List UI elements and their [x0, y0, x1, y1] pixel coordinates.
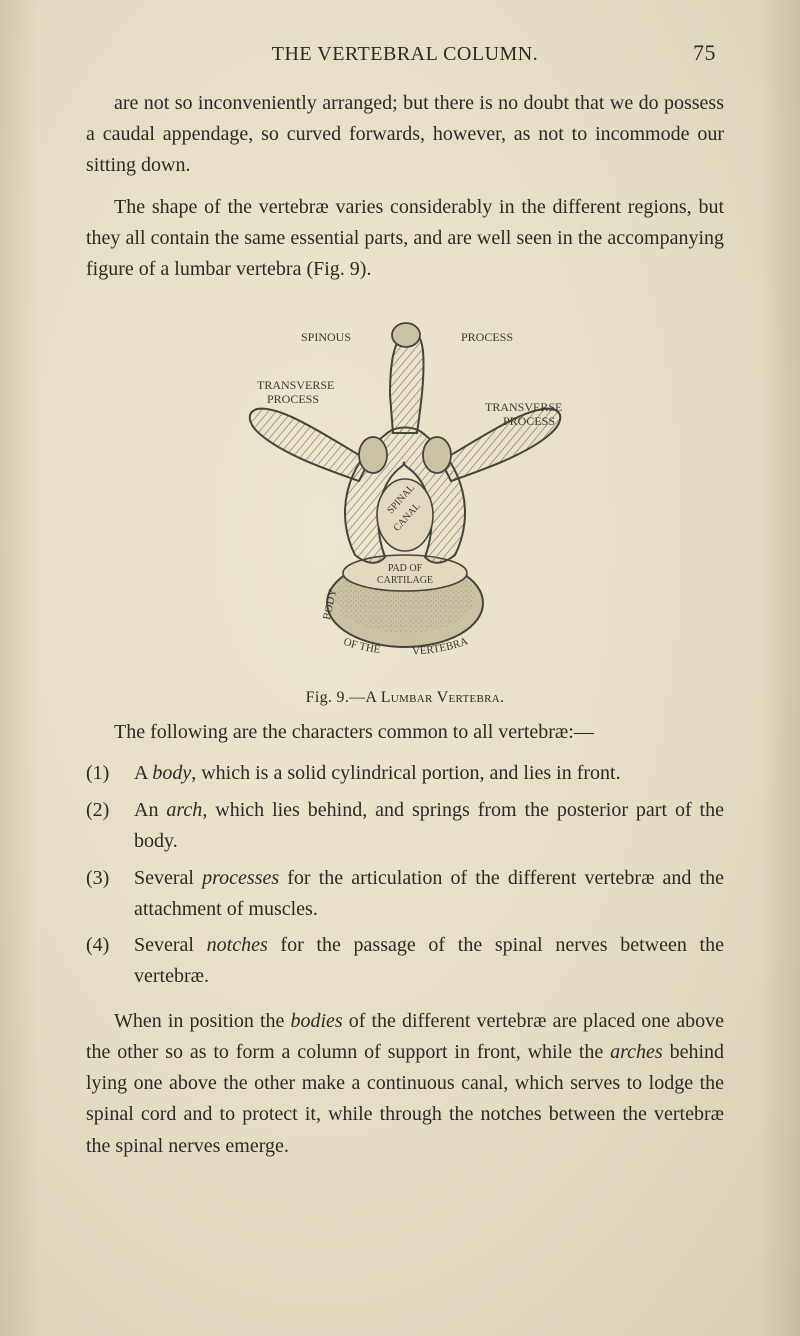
para-3: The following are the characters common … — [86, 717, 724, 748]
para-4: When in position the bodies of the diffe… — [86, 1006, 724, 1162]
figure-caption: Fig. 9.—A Lumbar Vertebra. — [86, 689, 724, 707]
list-text: A body, which is a solid cylindrical por… — [134, 758, 724, 789]
fig-caption-main: Lumbar Vertebra. — [381, 689, 505, 706]
running-head: THE VERTEBRAL COLUMN. 75 — [86, 40, 724, 66]
list-item: (4)Several notches for the passage of th… — [86, 930, 724, 992]
list-text: Several processes for the articulation o… — [134, 863, 724, 925]
transverse-process-left — [250, 409, 369, 481]
character-list: (1)A body, which is a solid cylindrical … — [86, 758, 724, 992]
label-trans-left-1: TRANSVERSE — [257, 378, 334, 392]
list-number: (4) — [86, 930, 134, 992]
label-cartilage: CARTILAGE — [377, 575, 433, 586]
list-item: (3)Several processes for the articulatio… — [86, 863, 724, 925]
label-trans-right-2: PROCESS — [503, 414, 555, 428]
fig-caption-prefix: Fig. 9.—A — [306, 689, 381, 706]
list-number: (2) — [86, 795, 134, 857]
spinous-process — [390, 323, 424, 433]
para-2: The shape of the vertebræ varies conside… — [86, 192, 724, 286]
list-text: An arch, which lies behind, and springs … — [134, 795, 724, 857]
list-text: Several notches for the passage of the s… — [134, 930, 724, 992]
label-trans-left-2: PROCESS — [267, 392, 319, 406]
label-spinous-left: SPINOUS — [301, 330, 351, 344]
label-trans-right-1: TRANSVERSE — [485, 400, 562, 414]
list-number: (1) — [86, 758, 134, 789]
articular-facet-left — [359, 437, 387, 473]
label-spinous-right: PROCESS — [461, 330, 513, 344]
vertebra-illustration: SPINOUS PROCESS TRANSVERSE PROCESS TRANS… — [185, 305, 625, 685]
page: THE VERTEBRAL COLUMN. 75 are not so inco… — [0, 0, 800, 1336]
list-item: (1)A body, which is a solid cylindrical … — [86, 758, 724, 789]
list-number: (3) — [86, 863, 134, 925]
page-number: 75 — [668, 40, 716, 66]
articular-facet-right — [423, 437, 451, 473]
figure-block: SPINOUS PROCESS TRANSVERSE PROCESS TRANS… — [86, 305, 724, 707]
running-title: THE VERTEBRAL COLUMN. — [142, 43, 668, 66]
list-item: (2)An arch, which lies behind, and sprin… — [86, 795, 724, 857]
label-pad-of: PAD OF — [388, 563, 423, 574]
para-1: are not so inconveniently arranged; but … — [86, 88, 724, 182]
